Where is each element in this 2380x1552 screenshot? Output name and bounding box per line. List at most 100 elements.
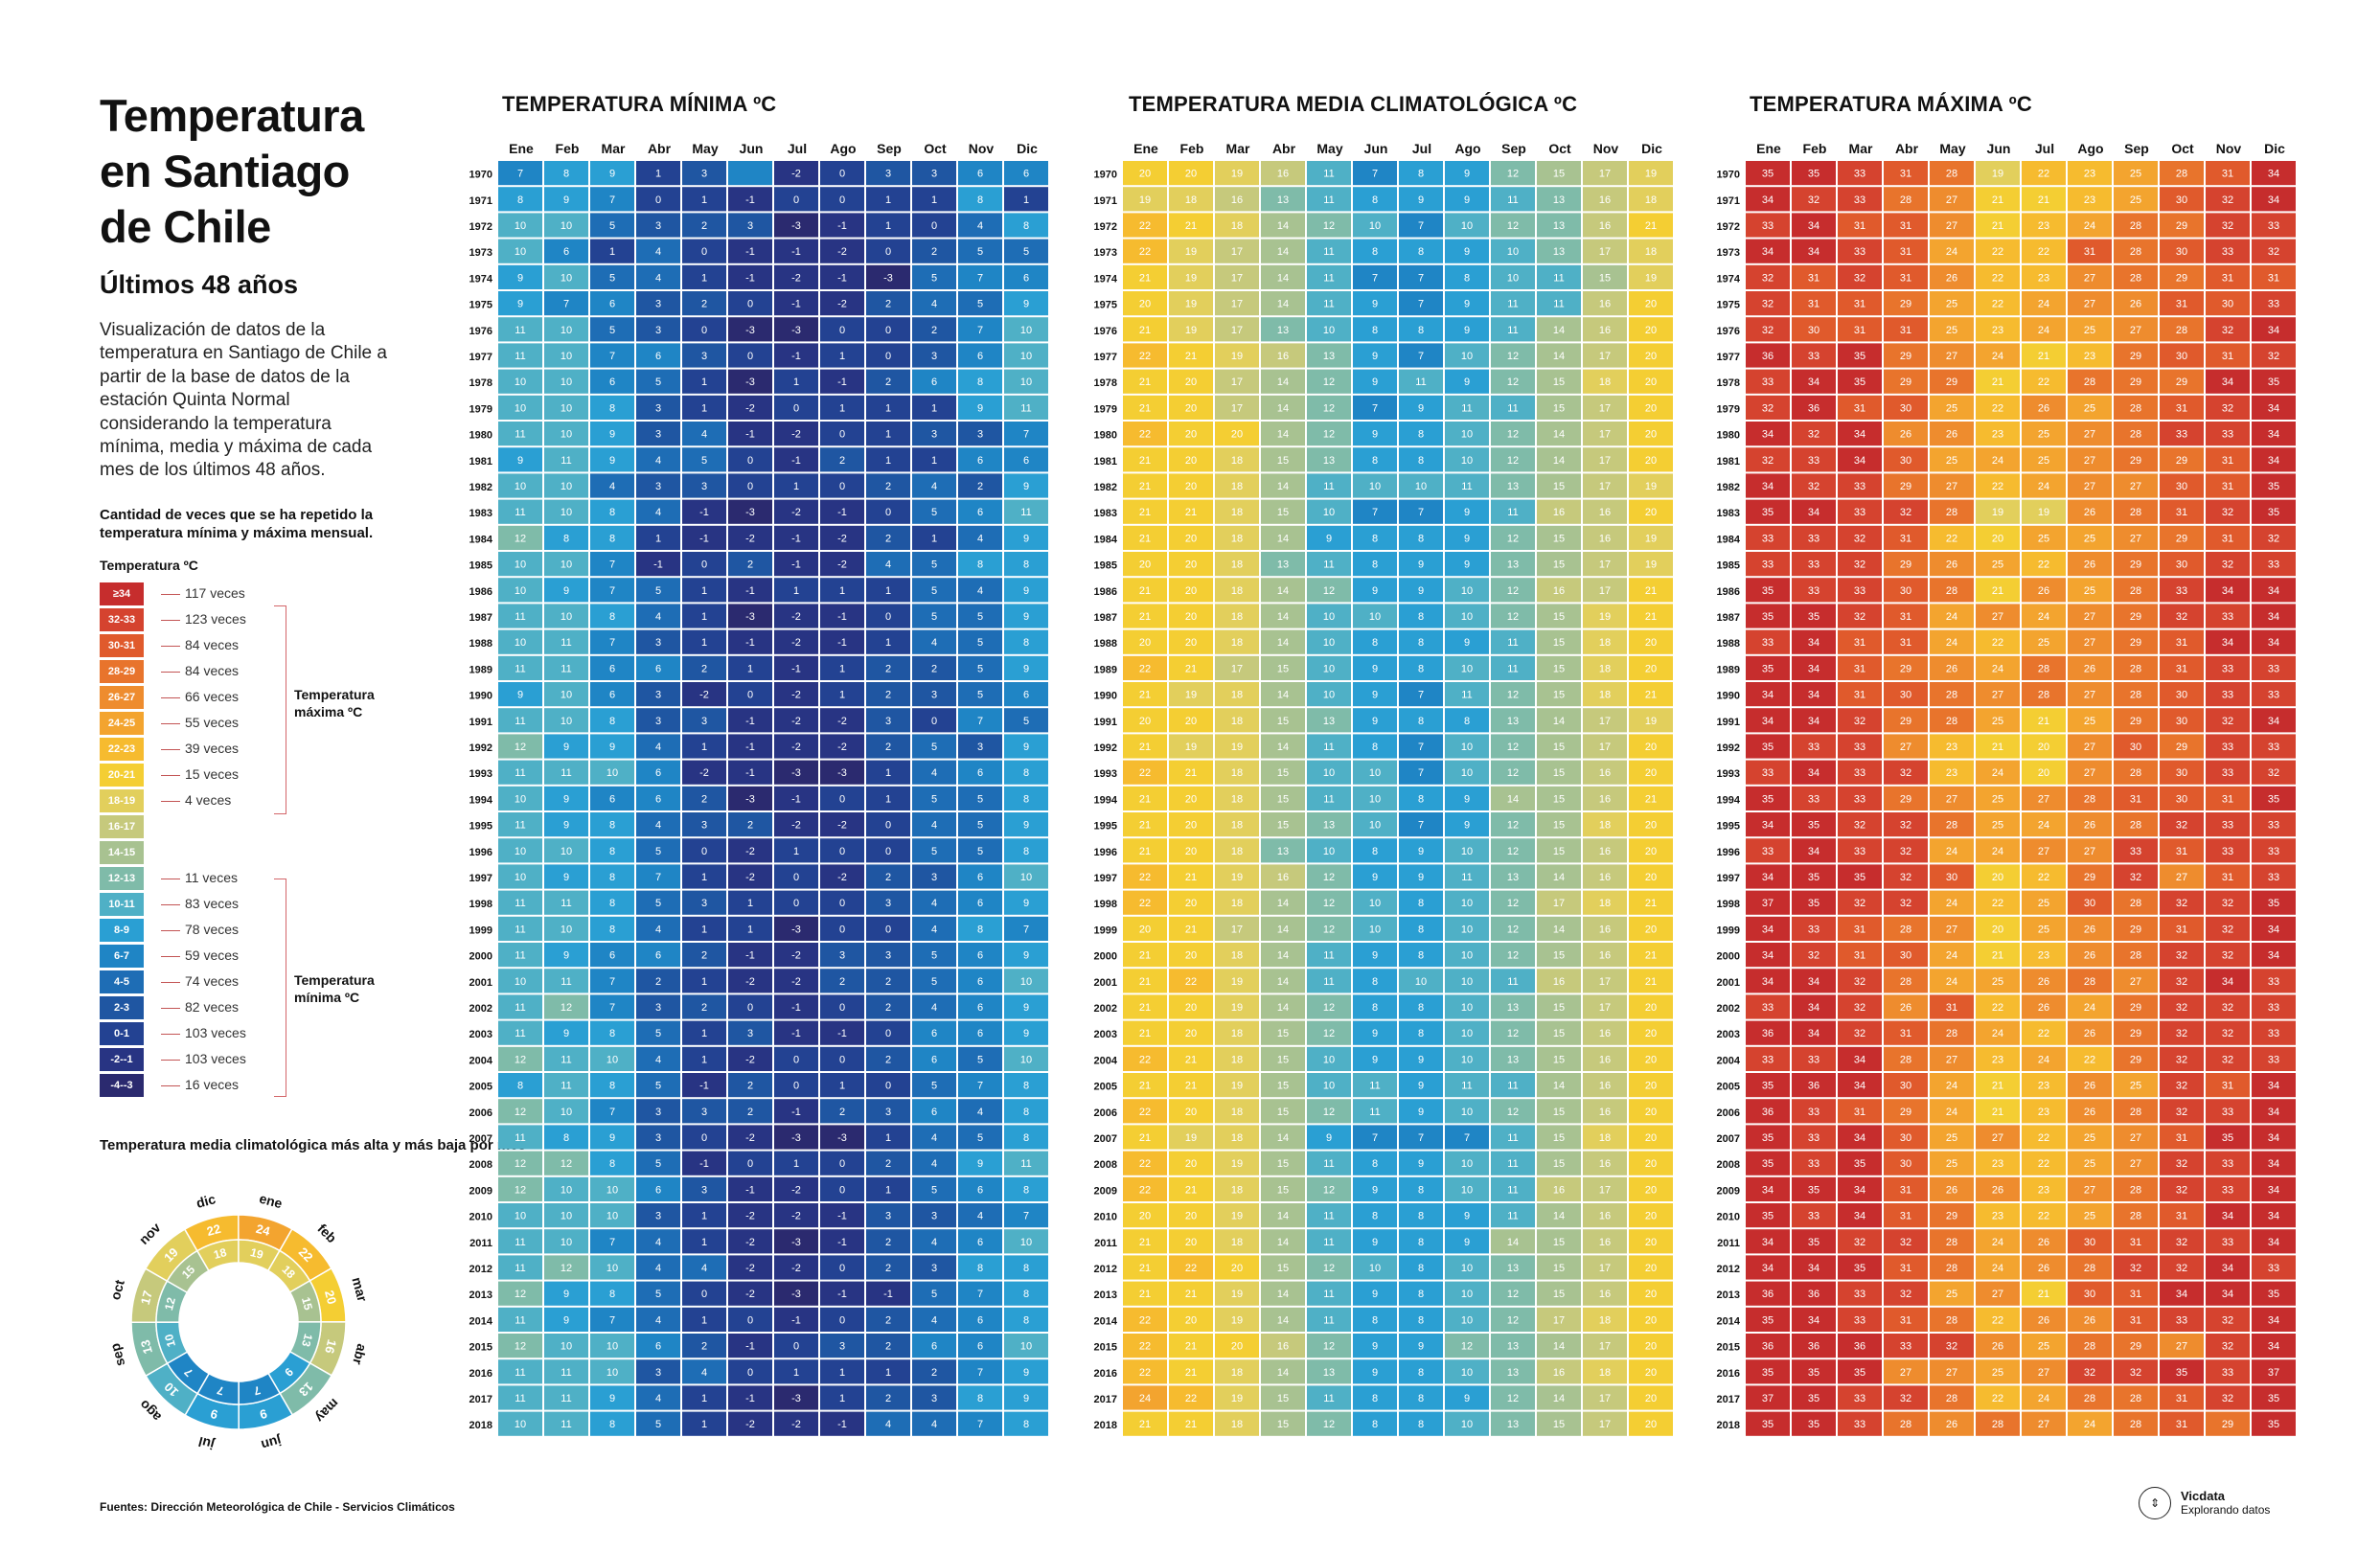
cell-value: 26 <box>1992 1184 2003 1196</box>
cell-value: 25 <box>1946 402 1957 414</box>
cell-value: 24 <box>1992 1237 2003 1248</box>
cell-value: 21 <box>1139 820 1151 832</box>
heatmap-cell <box>1629 395 1673 420</box>
cell-value: 31 <box>1900 1211 1911 1222</box>
heatmap-cell <box>1629 1255 1673 1280</box>
cell-value: 26 <box>2038 1314 2049 1326</box>
cell-value: -3 <box>837 767 847 779</box>
legend-swatch: 8-9 <box>100 919 144 942</box>
heatmap-cell <box>636 629 680 654</box>
heatmap-cell <box>2114 473 2158 498</box>
cell-value: 20 <box>1645 351 1657 362</box>
cell-value: -3 <box>791 325 801 336</box>
cell-value: 7 <box>1023 429 1029 441</box>
heatmap-cell <box>1884 1151 1928 1175</box>
cell-value: 14 <box>1277 1237 1289 1248</box>
cell-value: 19 <box>1231 351 1243 362</box>
cell-value: 22 <box>1139 1054 1151 1065</box>
heatmap-cell <box>1746 655 1790 680</box>
cell-value: 4 <box>931 1314 937 1326</box>
cell-value: 8 <box>563 1132 569 1144</box>
cell-value: 30 <box>2130 742 2141 753</box>
cell-value: -2 <box>745 976 755 988</box>
heatmap-cell <box>2068 760 2112 785</box>
heatmap-cell <box>1123 1020 1167 1045</box>
heatmap-cell <box>1399 708 1443 733</box>
cell-value: 14 <box>1553 1393 1565 1404</box>
cell-value: 28 <box>2130 246 2141 258</box>
heatmap-cell <box>1792 264 1836 289</box>
heatmap-cell <box>728 343 772 368</box>
heatmap-cell <box>2068 969 2112 993</box>
cell-value: 9 <box>977 402 983 414</box>
heatmap-cell <box>1169 395 1213 420</box>
wheel-month-label: oct <box>107 1278 127 1302</box>
cell-value: -2 <box>791 976 801 988</box>
cell-value: 6 <box>609 690 615 701</box>
year-label: 2014 <box>1717 1315 1741 1327</box>
heatmap-cell <box>2114 525 2158 550</box>
cell-value: 17 <box>1599 246 1611 258</box>
heatmap-cell <box>1123 473 1167 498</box>
cell-value: 33 <box>1854 194 1865 206</box>
cell-value: 9 <box>1464 1237 1470 1248</box>
heatmap-cell <box>2252 264 2296 289</box>
heatmap-cell <box>1792 1046 1836 1071</box>
heatmap-cell <box>1123 1073 1167 1098</box>
cell-value: 9 <box>1023 950 1029 962</box>
heatmap-cell <box>1976 969 2020 993</box>
heatmap-cell <box>498 187 542 212</box>
wheel-high-value: 24 <box>255 1221 273 1239</box>
heatmap-cell <box>1583 1229 1627 1254</box>
cell-value: 15 <box>1553 1158 1565 1170</box>
cell-value: 3 <box>931 351 937 362</box>
brand[interactable]: ⇕ Vicdata Explorando datos <box>2139 1487 2270 1519</box>
year-label: 2016 <box>1717 1368 1740 1380</box>
heatmap-cell <box>1445 1385 1489 1410</box>
cell-value: 9 <box>1326 1132 1332 1144</box>
heatmap-cell <box>1169 1307 1213 1332</box>
cell-value: -3 <box>791 1393 801 1404</box>
cell-value: 19 <box>1185 299 1197 310</box>
heatmap-cell <box>774 1307 818 1332</box>
heatmap-cell <box>1629 1411 1673 1436</box>
cell-value: 29 <box>1900 299 1911 310</box>
heatmap-cell <box>1445 187 1489 212</box>
cell-value: 9 <box>1372 950 1378 962</box>
cell-value: 8 <box>609 924 615 935</box>
heatmap-cell <box>2160 1203 2204 1228</box>
heatmap-cell <box>636 1255 680 1280</box>
month-label: Abr <box>648 141 672 156</box>
heatmap-cell <box>1792 552 1836 577</box>
heatmap-cell <box>1884 629 1928 654</box>
heatmap-cell <box>1537 864 1581 889</box>
heatmap-cell <box>728 864 772 889</box>
heatmap-cell <box>682 1151 726 1175</box>
cell-value: 29 <box>2176 742 2187 753</box>
heatmap-cell <box>1537 1020 1581 1045</box>
cell-value: 8 <box>1418 1289 1424 1300</box>
heatmap-cell <box>2068 655 2112 680</box>
heatmap-cell <box>1792 629 1836 654</box>
heatmap-cell <box>2068 994 2112 1019</box>
heatmap-cell <box>1583 473 1627 498</box>
cell-value: 34 <box>1808 377 1819 388</box>
cell-value: 34 <box>1762 976 1774 988</box>
heatmap-cell <box>498 786 542 810</box>
cell-value: 32 <box>2176 1107 2187 1118</box>
heatmap-cell <box>1445 864 1489 889</box>
heatmap-cell <box>590 343 634 368</box>
cell-value: 9 <box>609 1132 615 1144</box>
heatmap-cell <box>1629 213 1673 238</box>
legend-swatch: ≥34 <box>100 582 144 605</box>
heatmap-cell <box>544 1073 588 1098</box>
heatmap-cell <box>1261 1099 1305 1124</box>
heatmap-cell <box>2206 1281 2250 1306</box>
cell-value: 12 <box>1323 1028 1335 1039</box>
heatmap-cell <box>1792 682 1836 707</box>
heatmap-cell <box>1399 1229 1443 1254</box>
cell-value: 33 <box>2268 663 2279 674</box>
heatmap-cell <box>1884 916 1928 941</box>
cell-value: 20 <box>1185 402 1197 414</box>
heatmap-cell <box>1930 1151 1974 1175</box>
